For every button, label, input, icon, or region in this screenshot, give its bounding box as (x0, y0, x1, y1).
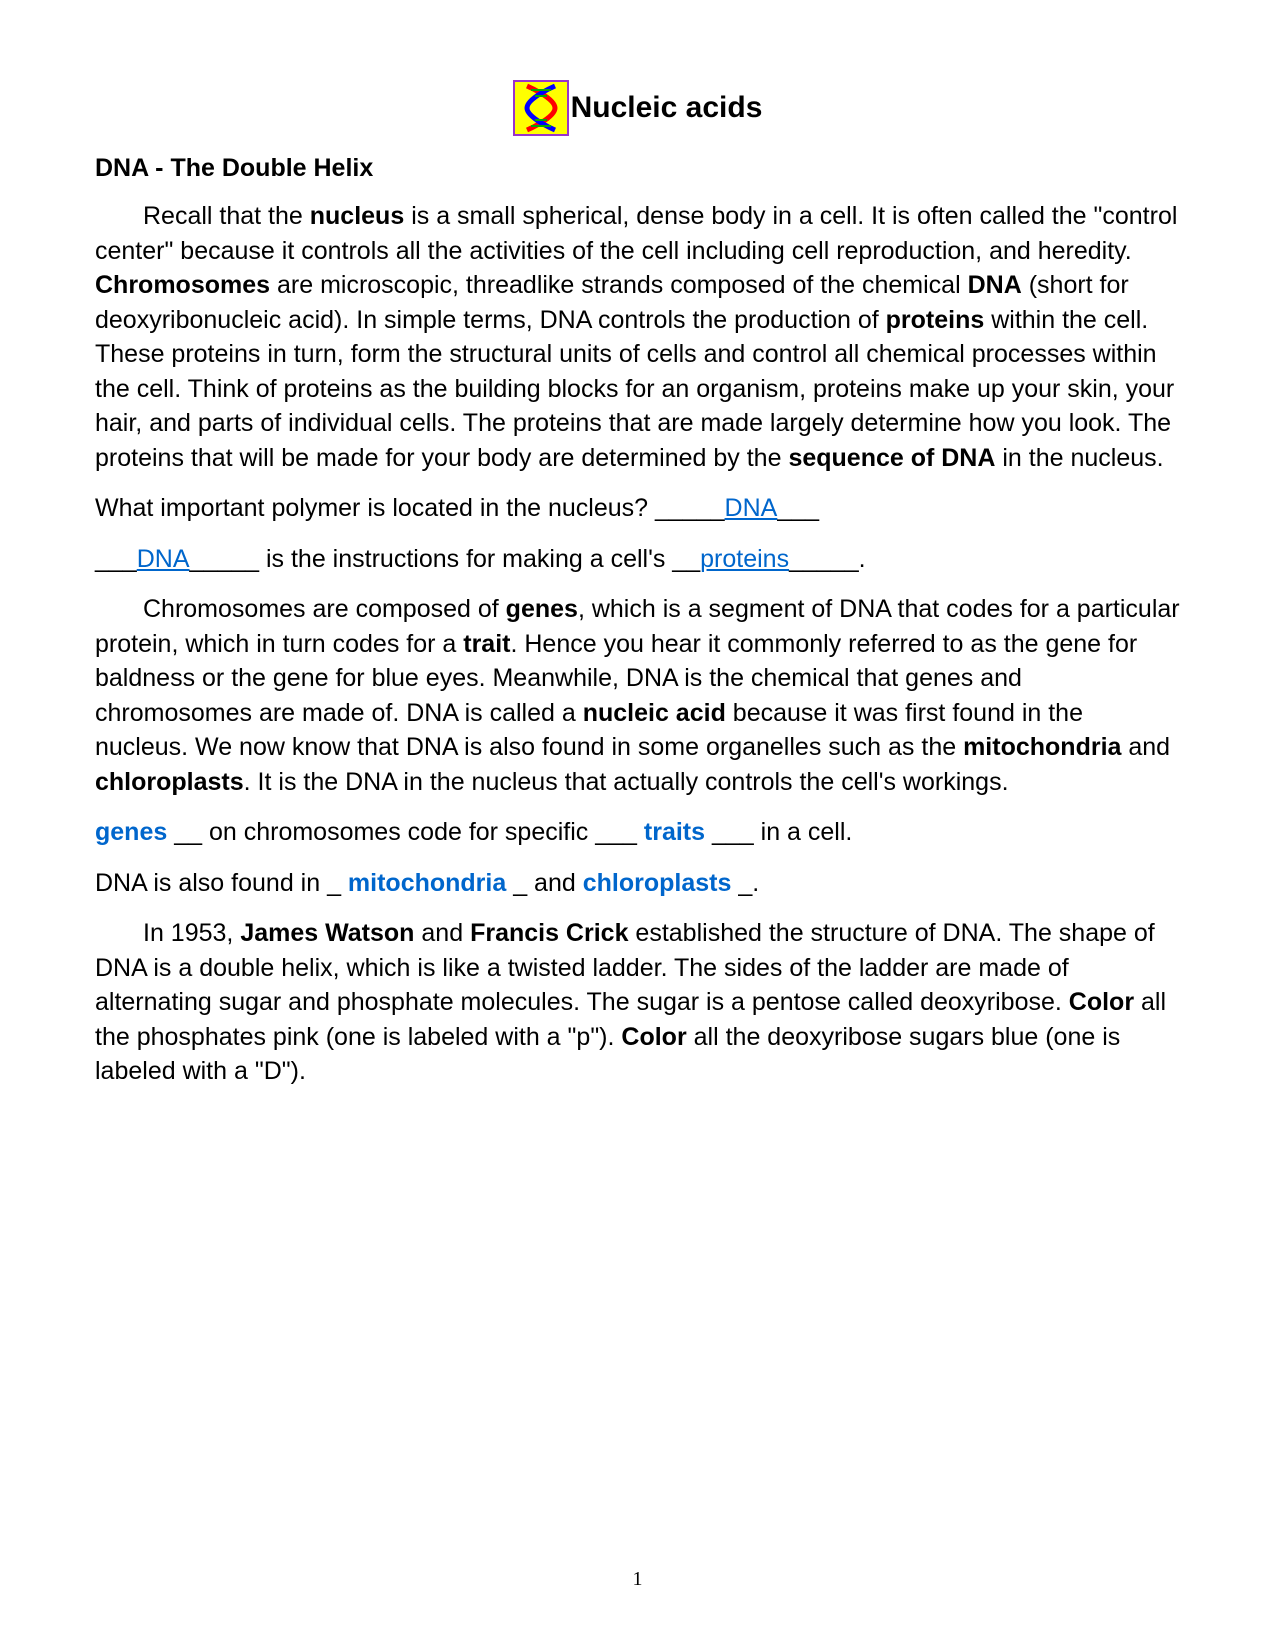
text: are microscopic, threadlike strands comp… (270, 271, 968, 299)
bold-nucleic-acid: nucleic acid (583, 699, 726, 727)
bold-chromosomes: Chromosomes (95, 271, 270, 299)
title-row: Nucleic acids (95, 80, 1180, 136)
text: __ on chromosomes code for specific ___ (167, 818, 644, 846)
bold-proteins: proteins (886, 306, 985, 334)
answer-mitochondria: mitochondria (348, 869, 506, 897)
text: DNA is also found in _ (95, 869, 348, 897)
paragraph-2: Chromosomes are composed of genes, which… (95, 592, 1180, 799)
text: and (414, 919, 470, 947)
bold-nucleus: nucleus (310, 202, 404, 230)
bold-crick: Francis Crick (470, 919, 628, 947)
answer-chloroplasts: chloroplasts (583, 869, 732, 897)
bold-sequence: sequence of DNA (788, 444, 995, 472)
bold-color1: Color (1069, 988, 1134, 1016)
bold-trait: trait (463, 630, 510, 658)
answer-traits: traits (644, 818, 705, 846)
dna-helix-icon (513, 80, 569, 136)
bold-mitochondria: mitochondria (963, 733, 1121, 761)
question-4: DNA is also found in _ mitochondria _ an… (95, 866, 1180, 901)
text: Chromosomes are composed of (143, 595, 506, 623)
bold-chloroplasts: chloroplasts (95, 768, 244, 796)
page-number: 1 (0, 1568, 1275, 1591)
page: Nucleic acids DNA - The Double Helix Rec… (0, 0, 1275, 1651)
answer-dna: DNA (725, 494, 778, 522)
text: In 1953, (143, 919, 240, 947)
text: ___ (777, 494, 819, 522)
question-1: What important polymer is located in the… (95, 491, 1180, 526)
text: Recall that the (143, 202, 310, 230)
text: in the nucleus. (995, 444, 1163, 472)
paragraph-1: Recall that the nucleus is a small spher… (95, 199, 1180, 475)
text: _____ is the instructions for making a c… (190, 545, 701, 573)
text: ___ (95, 545, 137, 573)
answer-genes: genes (95, 818, 167, 846)
answer-proteins: proteins (700, 545, 789, 573)
text: _. (731, 869, 759, 897)
question-2: ___DNA_____ is the instructions for maki… (95, 542, 1180, 577)
text: ___ in a cell. (705, 818, 852, 846)
bold-dna: DNA (968, 271, 1022, 299)
answer-dna2: DNA (137, 545, 190, 573)
text: . It is the DNA in the nucleus that actu… (244, 768, 1009, 796)
subtitle: DNA - The Double Helix (95, 154, 1180, 183)
bold-color2: Color (621, 1023, 686, 1051)
bold-genes: genes (506, 595, 578, 623)
page-title: Nucleic acids (571, 91, 763, 125)
text: _____. (789, 545, 865, 573)
question-3: genes __ on chromosomes code for specifi… (95, 815, 1180, 850)
bold-watson: James Watson (240, 919, 414, 947)
text: _ and (506, 869, 582, 897)
text: and (1121, 733, 1170, 761)
paragraph-3: In 1953, James Watson and Francis Crick … (95, 916, 1180, 1089)
text: What important polymer is located in the… (95, 494, 725, 522)
